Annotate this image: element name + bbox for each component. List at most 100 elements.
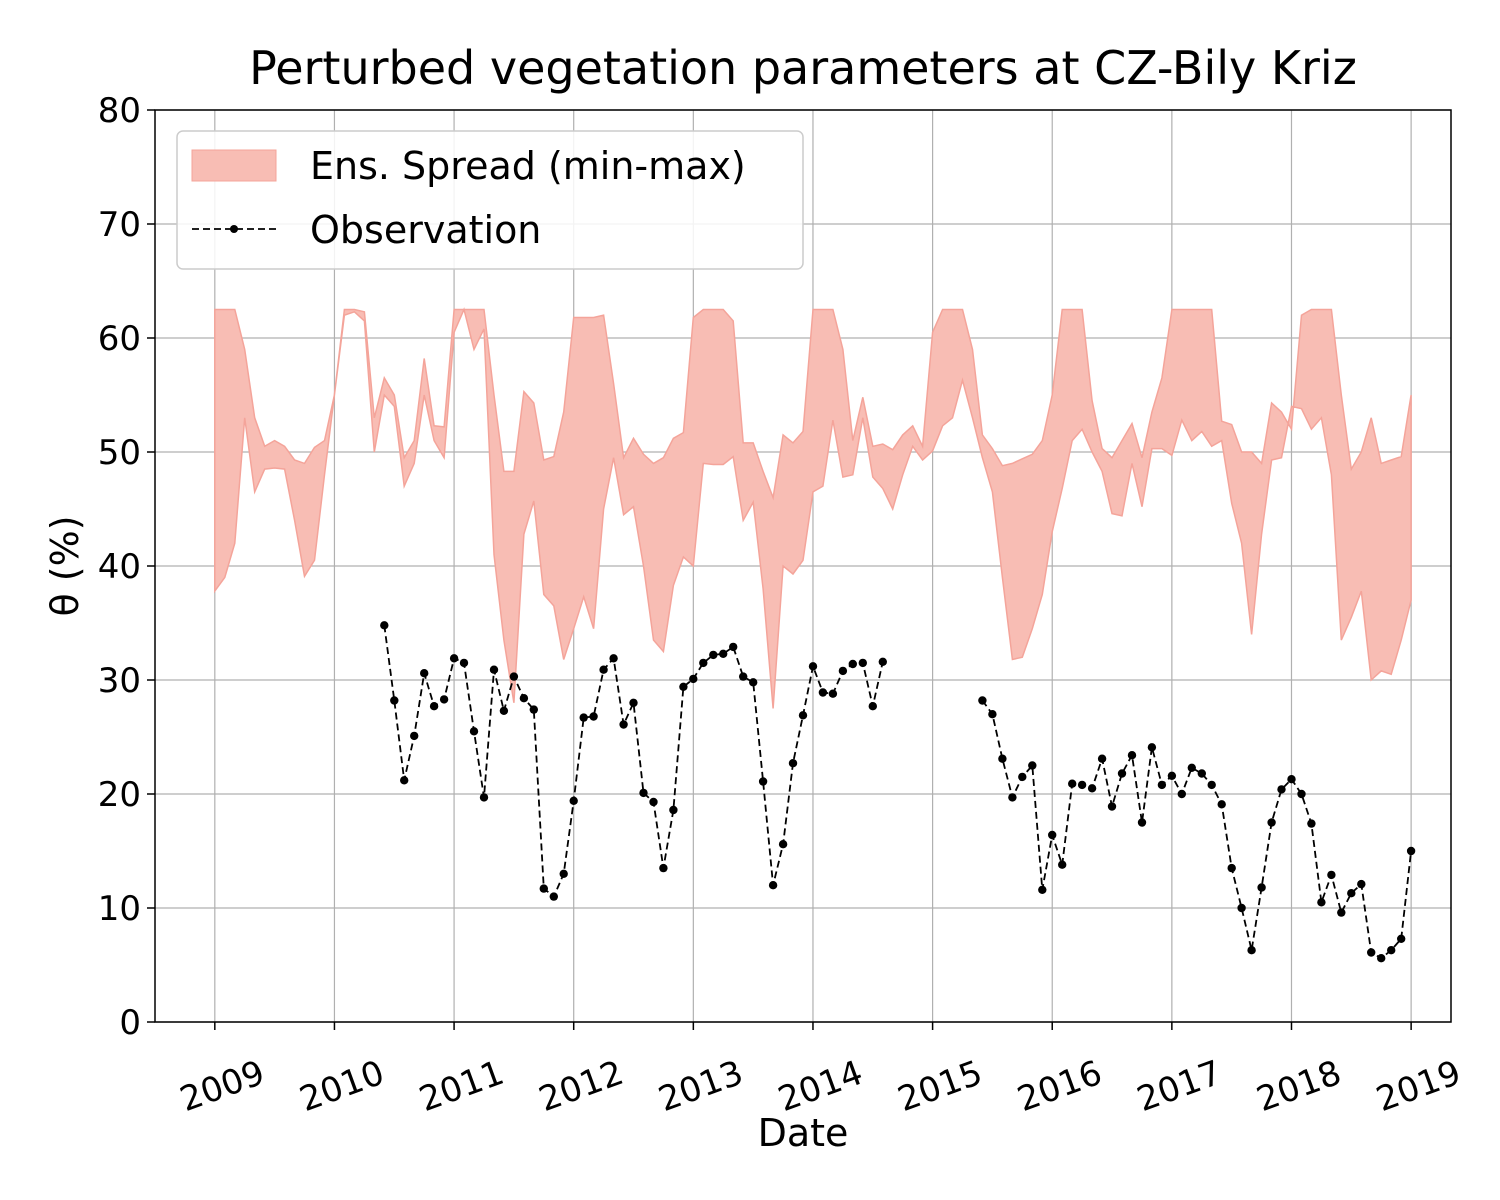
observation-point <box>539 884 548 893</box>
legend-box <box>176 130 804 270</box>
observation-point <box>1357 879 1366 889</box>
observation-point <box>878 657 887 666</box>
observation-point <box>868 702 877 711</box>
observation-point <box>1187 763 1197 772</box>
observation-point <box>1237 903 1246 913</box>
observation-point <box>489 665 499 674</box>
observation-point <box>798 711 808 720</box>
observation-point <box>739 672 748 681</box>
chart-title: Perturbed vegetation parameters at CZ-Bi… <box>249 41 1357 95</box>
observation-point <box>469 727 479 736</box>
observation-point <box>1247 946 1256 955</box>
observation-point <box>509 672 519 681</box>
observation-point <box>380 621 389 630</box>
observation-layer <box>380 621 1416 963</box>
observation-point <box>549 892 558 901</box>
observation-point <box>1048 830 1057 840</box>
observation-point <box>1367 948 1376 957</box>
observation-point <box>1087 784 1097 793</box>
observation-point <box>390 696 399 705</box>
legend-observation-marker <box>230 225 238 233</box>
observation-point <box>1177 789 1187 799</box>
observation-point <box>659 863 668 873</box>
observation-point <box>988 710 997 719</box>
observation-point <box>828 689 838 698</box>
y-tick-label: 10 <box>98 889 141 929</box>
observation-point <box>1077 780 1087 790</box>
legend-spread-label: Ens. Spread (min-max) <box>310 144 746 188</box>
observation-point <box>1018 772 1027 782</box>
observation-point <box>609 654 618 663</box>
observation-point <box>1028 761 1037 770</box>
y-tick-label: 0 <box>119 1003 141 1043</box>
observation-point <box>1406 846 1416 856</box>
observation-point <box>1107 802 1117 811</box>
observation-point <box>729 642 738 652</box>
observation-point <box>719 649 728 658</box>
observation-point <box>1227 863 1236 873</box>
observation-point <box>778 840 788 849</box>
observation-point <box>589 712 598 721</box>
observation-point <box>669 805 678 815</box>
observation-point <box>768 881 778 890</box>
observation-point <box>1038 885 1047 894</box>
observation-point <box>499 706 509 715</box>
observation-point <box>559 869 568 878</box>
observation-point <box>1097 754 1107 763</box>
observation-point <box>619 720 628 729</box>
y-tick-label: 60 <box>98 319 141 359</box>
y-tick-label: 30 <box>98 661 141 701</box>
observation-point <box>1297 789 1306 799</box>
observation-point <box>818 688 828 697</box>
observation-point <box>429 702 439 711</box>
observation-point <box>1217 800 1226 809</box>
observation-point <box>1307 819 1316 828</box>
observation-point <box>808 662 818 671</box>
observation-point <box>1147 743 1157 752</box>
observation-point <box>579 713 588 722</box>
observation-point <box>1207 780 1216 790</box>
observation-point <box>1317 898 1326 907</box>
observation-point <box>689 674 698 684</box>
observation-line <box>981 699 1412 960</box>
observation-point <box>1008 793 1017 802</box>
observation-point <box>1347 889 1356 898</box>
legend: Ens. Spread (min-max) Observation <box>176 130 804 270</box>
observation-point <box>978 696 987 705</box>
observation-point <box>1117 769 1127 778</box>
observation-point <box>639 788 648 798</box>
observation-point <box>1127 751 1137 760</box>
observation-point <box>1058 860 1067 869</box>
observation-point <box>479 793 489 802</box>
legend-spread-swatch <box>191 149 277 182</box>
observation-point <box>1137 818 1147 827</box>
observation-point <box>1257 883 1266 892</box>
y-axis-label: θ (%) <box>43 515 87 616</box>
observation-point <box>1387 946 1396 955</box>
observation-point <box>649 797 658 807</box>
y-tick-label: 20 <box>98 775 141 815</box>
observation-point <box>758 777 768 786</box>
observation-point <box>410 731 419 741</box>
observation-point <box>709 650 718 660</box>
observation-point <box>788 759 798 768</box>
y-axis-ticks: 0 10 20 30 40 50 60 70 80 <box>98 91 155 1043</box>
observation-point <box>519 694 529 703</box>
observation-line <box>383 625 884 899</box>
ensemble-spread-layer <box>214 307 1412 709</box>
observation-point <box>1337 908 1346 917</box>
observation-point <box>529 705 538 714</box>
y-tick-label: 70 <box>98 205 141 245</box>
observation-point <box>400 776 409 785</box>
observation-point <box>1157 780 1167 790</box>
observation-point <box>1327 870 1336 880</box>
observation-point <box>679 682 688 691</box>
observation-point <box>699 658 708 668</box>
observation-point <box>1167 771 1177 780</box>
observation-point <box>1277 785 1286 794</box>
observation-point <box>1267 818 1276 827</box>
ensemble-spread-band <box>214 307 1412 709</box>
observation-point <box>1068 779 1077 788</box>
y-tick-label: 50 <box>98 433 141 473</box>
